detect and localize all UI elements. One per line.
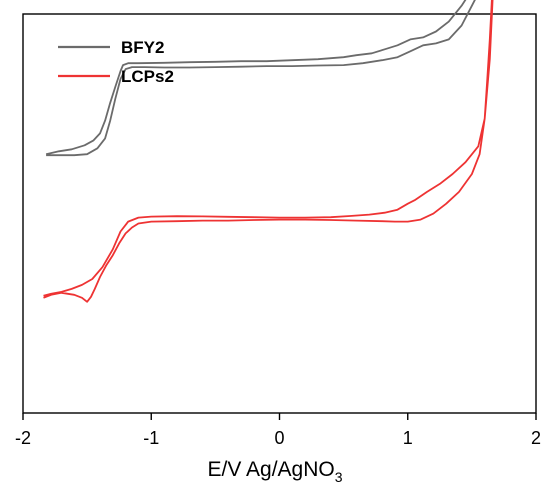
x-tick-label: -1 (143, 428, 159, 448)
x-tick-label: 1 (403, 428, 413, 448)
x-tick-label: 0 (274, 428, 284, 448)
legend: BFY2 LCPs2 (58, 38, 174, 86)
x-axis-title: E/V Ag/AgNO3 (207, 458, 342, 485)
plot-frame (22, 13, 537, 414)
series-line-bfy2 (45, 0, 476, 157)
legend-label-bfy2: BFY2 (121, 38, 164, 57)
x-axis-title-main: E/V Ag/AgNO (207, 458, 334, 481)
x-tick-label: -2 (15, 428, 31, 448)
legend-label-lcps2: LCPs2 (121, 67, 174, 86)
x-axis-title-subscript: 3 (335, 469, 343, 485)
x-tick-label: 2 (531, 428, 541, 448)
series-line-lcps2 (43, 0, 494, 303)
